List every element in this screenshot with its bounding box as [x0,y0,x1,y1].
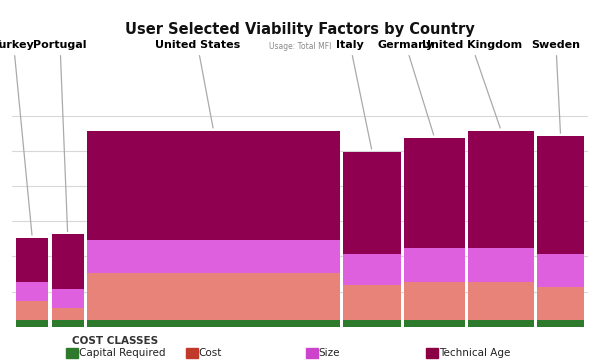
Bar [343,152,401,254]
Bar [87,240,340,273]
Bar [87,273,340,321]
Bar [52,308,83,321]
Text: Turkey: Turkey [0,40,35,235]
Text: Size: Size [319,348,340,358]
Bar [404,282,465,321]
Text: United States: United States [155,40,240,128]
Bar [468,248,534,282]
Bar [52,234,83,289]
Bar [87,321,340,327]
Bar [538,254,584,287]
Text: Italy: Italy [337,40,371,149]
Bar [16,301,48,321]
Bar [52,321,83,327]
Text: User Selected Viability Factors by Country: User Selected Viability Factors by Count… [125,22,475,37]
Bar [404,248,465,282]
Bar [16,282,48,301]
Text: Usage: Total MFI: Usage: Total MFI [269,42,331,51]
Bar [538,136,584,254]
Bar [404,321,465,327]
Bar [468,321,534,327]
Bar [16,238,48,282]
Text: Capital Required: Capital Required [79,348,165,358]
Bar [404,138,465,248]
Text: Germany: Germany [378,40,434,135]
Text: Sweden: Sweden [532,40,580,133]
Bar [538,321,584,327]
Bar [468,282,534,321]
Text: United Kingdom: United Kingdom [422,40,521,128]
Bar [538,287,584,321]
Bar [16,321,48,327]
Text: Portugal: Portugal [34,40,87,232]
Bar [468,131,534,248]
Bar [87,131,340,240]
Bar [52,289,83,308]
Bar [343,285,401,321]
Bar [343,321,401,327]
Bar [343,254,401,285]
Text: Technical Age: Technical Age [439,348,510,358]
Text: COST CLASSES: COST CLASSES [72,336,158,346]
Text: Cost: Cost [199,348,222,358]
